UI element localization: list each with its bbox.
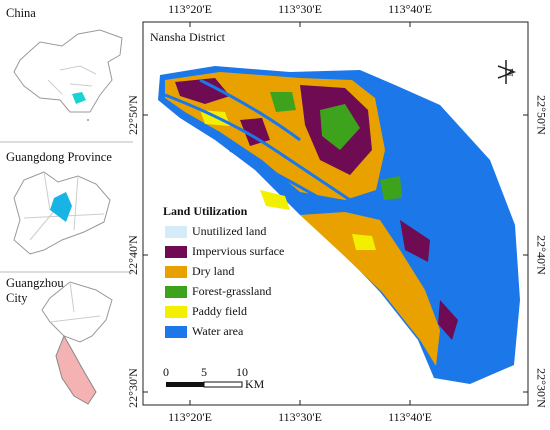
forest-grassland [270, 92, 402, 200]
scale-label: 0 [163, 365, 169, 379]
inset-label: Guangzhou City [6, 276, 64, 305]
latitude-label: 22°30'N [534, 368, 548, 408]
scale-label: 5 [201, 365, 207, 379]
legend-swatch [165, 306, 187, 318]
paddy-field [200, 110, 376, 250]
longitude-label: 113°30'E [278, 410, 322, 424]
city-lines [23, 171, 105, 241]
latitude-label: 22°50'N [534, 95, 548, 135]
scale-bar [166, 381, 243, 388]
legend: Unutilized land Impervious surface Dry lan… [165, 224, 284, 338]
province-lines [47, 65, 97, 95]
latitude-label: 22°30'N [126, 368, 140, 408]
nansha-highlight [55, 334, 97, 405]
latitude-label: 22°40'N [534, 235, 548, 275]
highlight [72, 92, 86, 104]
legend-label: Unutilized land [192, 224, 266, 238]
legend-label: Impervious surface [192, 244, 284, 258]
legend-label: Water area [192, 324, 244, 338]
longitude-label: 113°40'E [388, 410, 432, 424]
legend-label: Dry land [192, 264, 234, 278]
legend-label: Paddy field [192, 304, 247, 318]
island [87, 119, 89, 121]
legend-swatch [165, 326, 187, 338]
north-arrow [497, 60, 517, 84]
latitude-label: 22°50'N [126, 95, 140, 135]
map-title: Nansha District [150, 30, 226, 44]
legend-swatch [165, 286, 187, 298]
longitude-label: 113°40'E [388, 2, 432, 16]
longitude-label: 113°20'E [168, 410, 212, 424]
graticule-ticks [143, 22, 528, 405]
legend-title: Land Utilization [163, 204, 248, 218]
latitude-label: 22°40'N [126, 235, 140, 275]
guangzhou-outline [41, 281, 113, 343]
legend-swatch [165, 246, 187, 258]
scale-label: 10 [236, 365, 248, 379]
highlight [50, 192, 72, 222]
district-lines [49, 281, 101, 323]
china-outline [13, 29, 123, 113]
legend-swatch [165, 226, 187, 238]
inset-label: China [6, 6, 36, 20]
river [164, 78, 351, 212]
longitude-label: 113°30'E [278, 2, 322, 16]
scale-unit: KM [245, 377, 265, 391]
longitude-label: 113°20'E [168, 2, 212, 16]
legend-label: Forest-grassland [192, 284, 271, 298]
inset-label: Guangdong Province [6, 150, 112, 164]
legend-swatch [165, 266, 187, 278]
north-label: N [502, 68, 516, 77]
